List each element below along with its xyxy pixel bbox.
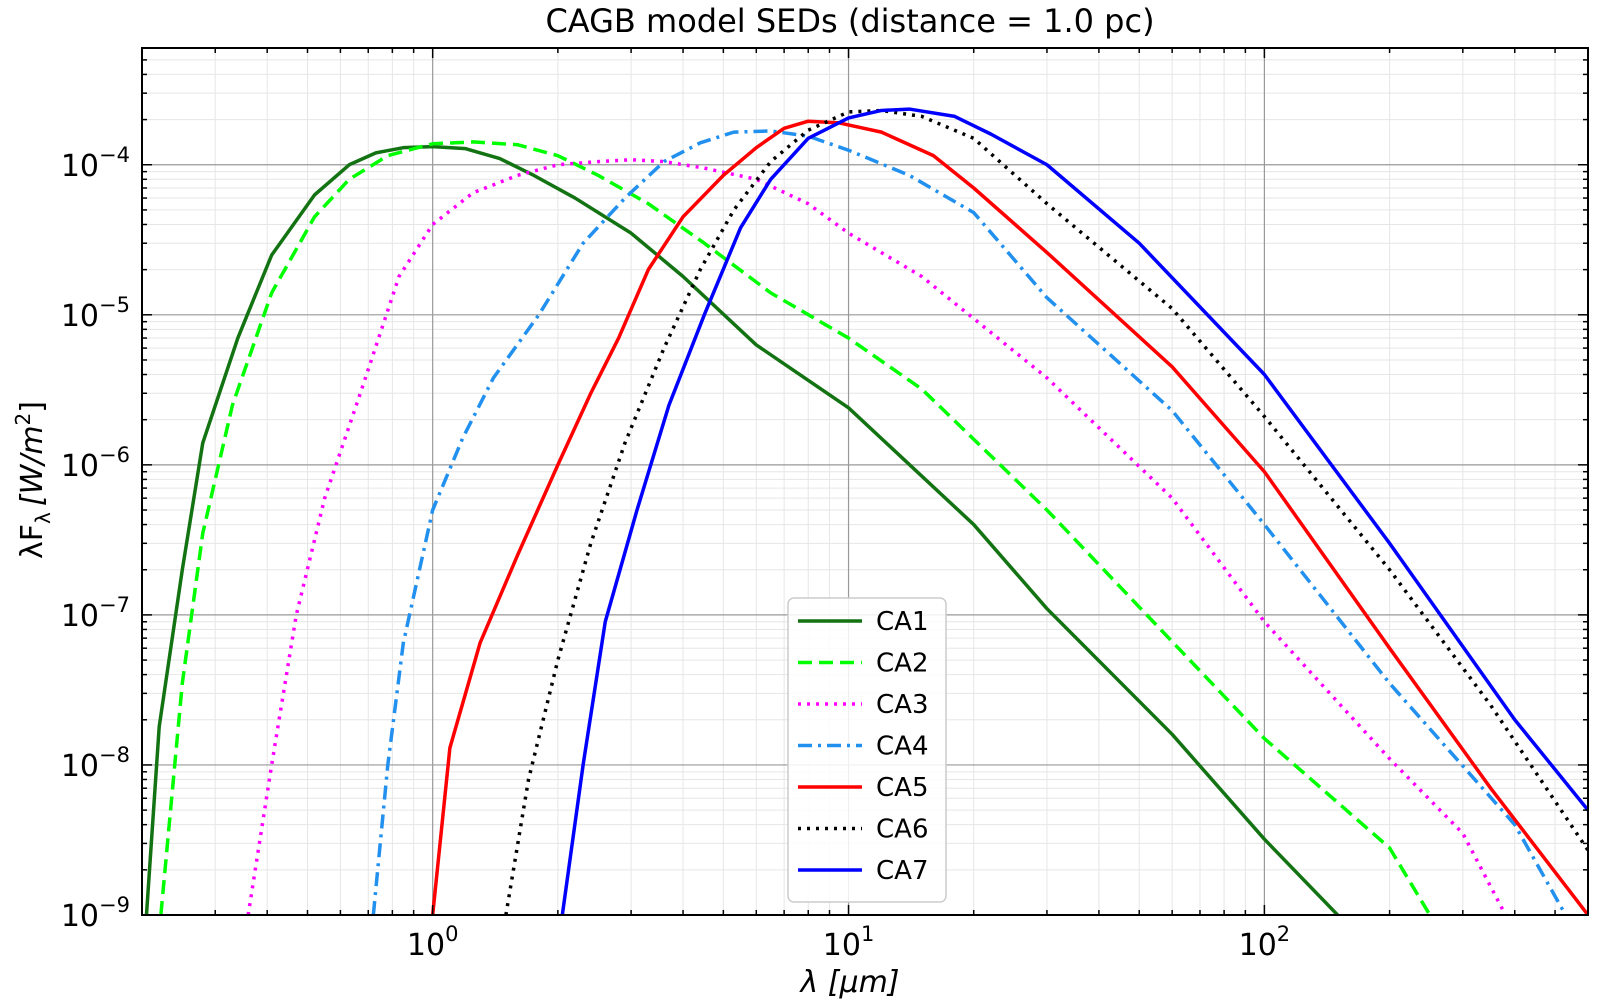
y-axis-label-sub: λ	[31, 512, 55, 524]
x-axis-label: λ [μm]	[798, 965, 899, 1000]
legend-item-ca6: CA6	[798, 815, 928, 845]
y-axis-label: λFλ [W/m2]	[11, 401, 55, 559]
y-tick-label-base: 10	[61, 299, 99, 334]
legend-item-ca4: CA4	[798, 732, 928, 762]
x-tick-label-exp: 2	[1277, 922, 1290, 946]
minor-grid	[141, 48, 1589, 915]
series-line-ca3	[246, 157, 1508, 915]
y-axis-label-main: λF	[15, 524, 50, 559]
y-tick-label-exp: −6	[99, 443, 130, 467]
y-axis-label-units-close: ]	[15, 401, 50, 413]
x-tick-label-1: 101	[823, 922, 875, 963]
y-axis-label-units: [W/m	[15, 425, 50, 506]
series-line-ca4	[371, 129, 1568, 915]
x-tick-label-base: 10	[407, 928, 445, 963]
legend: CA1 CA2 CA3 CA4 CA5 CA6 CA7	[787, 597, 947, 903]
y-tick-label-5: 10−9	[61, 893, 130, 934]
x-tick-labels: 100 101 102	[407, 922, 1290, 963]
legend-item-ca7: CA7	[798, 856, 928, 886]
y-tick-label-0: 10−4	[61, 143, 130, 184]
x-tick-label-exp: 1	[861, 922, 874, 946]
x-tick-label-exp: 0	[445, 922, 458, 946]
series-lines	[144, 107, 1588, 915]
legend-item-ca1: CA1	[798, 607, 928, 637]
legend-label: CA7	[876, 856, 928, 886]
y-tick-label-base: 10	[61, 899, 99, 934]
y-tick-label-base: 10	[61, 599, 99, 634]
legend-label: CA2	[876, 649, 928, 679]
legend-item-ca3: CA3	[798, 690, 928, 720]
legend-label: CA5	[876, 773, 928, 803]
x-tick-label-2: 102	[1239, 922, 1291, 963]
y-tick-label-base: 10	[61, 449, 99, 484]
y-tick-label-exp: −4	[99, 143, 130, 167]
y-tick-label-exp: −9	[99, 893, 130, 917]
y-tick-label-exp: −7	[99, 593, 130, 617]
y-axis-label-units-sup: 2	[11, 413, 35, 426]
legend-label: CA3	[876, 690, 928, 720]
chart-title: CAGB model SEDs (distance = 1.0 pc)	[545, 2, 1154, 40]
series-line-ca7	[560, 107, 1588, 915]
y-tick-label-1: 10−5	[61, 293, 130, 334]
y-tick-label-exp: −8	[99, 743, 130, 767]
x-tick-label-base: 10	[1239, 928, 1277, 963]
y-tick-label-2: 10−6	[61, 443, 130, 484]
legend-box	[787, 597, 947, 903]
series-line-ca1	[144, 144, 1339, 915]
x-tick-label-0: 100	[407, 922, 459, 963]
legend-label: CA4	[876, 732, 928, 762]
legend-item-ca2: CA2	[798, 649, 928, 679]
y-tick-label-base: 10	[61, 149, 99, 184]
y-tick-label-base: 10	[61, 749, 99, 784]
y-tick-label-4: 10−8	[61, 743, 130, 784]
series-line-ca2	[159, 140, 1432, 915]
x-tick-label-base: 10	[823, 928, 861, 963]
legend-label: CA1	[876, 607, 928, 637]
series-line-ca5	[430, 119, 1588, 915]
y-tick-label-3: 10−7	[61, 593, 130, 634]
y-tick-label-exp: −5	[99, 293, 130, 317]
legend-label: CA6	[876, 815, 928, 845]
legend-item-ca5: CA5	[798, 773, 928, 803]
plot-frame	[141, 47, 1589, 916]
y-tick-labels: 10−410−510−610−710−810−9	[61, 143, 130, 934]
axis-ticks	[141, 48, 1589, 916]
